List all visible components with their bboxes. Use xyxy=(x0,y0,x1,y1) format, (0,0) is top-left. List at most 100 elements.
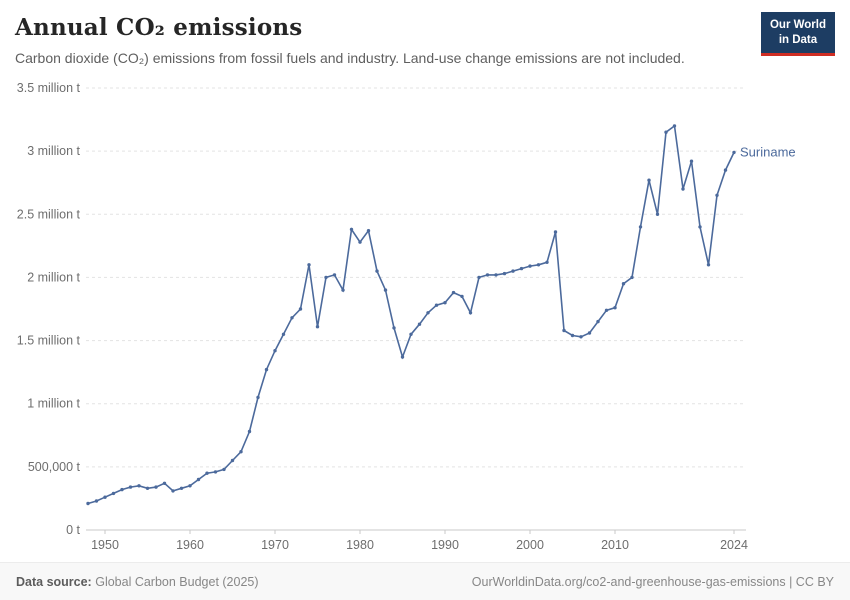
data-point xyxy=(213,470,218,474)
y-axis-tick-label: 3 million t xyxy=(27,144,80,158)
data-point xyxy=(358,240,362,244)
data-point xyxy=(553,230,558,234)
data-point xyxy=(162,481,167,485)
data-point xyxy=(205,471,209,475)
data-point xyxy=(154,485,158,489)
y-axis-tick-label: 1.5 million t xyxy=(17,334,81,348)
y-axis-tick-label: 2 million t xyxy=(27,270,80,284)
data-point xyxy=(664,130,668,134)
data-point xyxy=(188,484,192,488)
x-axis-tick-label: 2010 xyxy=(601,538,629,552)
data-point xyxy=(366,229,371,233)
series-end-label: Suriname xyxy=(740,144,796,159)
data-point xyxy=(519,266,524,271)
data-point xyxy=(298,307,303,311)
data-point xyxy=(94,499,99,503)
chart-header: Annual CO₂ emissions Carbon dioxide (CO₂… xyxy=(0,0,850,66)
chart-canvas: 0 t 500,000 t 1 million t 1.5 million t 2 mi… xyxy=(17,81,796,552)
data-point xyxy=(672,124,677,128)
data-point xyxy=(698,225,702,229)
data-source-value: Global Carbon Budget (2025) xyxy=(95,574,259,589)
data-point xyxy=(468,311,473,315)
data-point xyxy=(536,263,541,267)
data-point xyxy=(511,269,515,273)
data-point xyxy=(681,187,685,191)
data-point xyxy=(281,332,286,336)
data-point xyxy=(383,288,388,292)
data-source: Data source: Global Carbon Budget (2025) xyxy=(16,575,259,589)
data-point xyxy=(587,331,592,335)
line-chart: 0 t 500,000 t 1 million t 1.5 million t 2 mi… xyxy=(0,80,850,567)
y-axis-tick-label: 0 t xyxy=(66,523,80,537)
chart-footer: Data source: Global Carbon Budget (2025)… xyxy=(0,562,850,600)
data-point xyxy=(307,263,311,267)
data-point xyxy=(222,467,226,472)
data-point xyxy=(128,485,133,489)
y-axis-tick-label: 1 million t xyxy=(27,397,80,411)
x-axis-tick-label: 1970 xyxy=(261,538,289,552)
x-axis-tick-label: 1980 xyxy=(346,538,374,552)
data-point xyxy=(315,325,320,329)
data-point xyxy=(732,150,736,155)
data-point xyxy=(341,288,345,292)
data-point xyxy=(247,429,252,434)
data-point xyxy=(655,212,660,216)
data-point xyxy=(613,306,617,310)
data-point xyxy=(137,484,141,488)
data-point xyxy=(451,290,456,295)
data-point xyxy=(409,332,413,336)
x-axis-tick-label: 1950 xyxy=(91,538,119,552)
emissions-line xyxy=(87,124,735,505)
data-point xyxy=(349,227,354,232)
data-point xyxy=(400,355,405,359)
data-point xyxy=(723,168,728,172)
data-point xyxy=(196,477,201,482)
data-point xyxy=(171,489,175,493)
owid-logo-line2: in Data xyxy=(778,33,818,46)
data-point xyxy=(477,275,481,280)
data-point xyxy=(630,275,634,280)
x-axis-tick-label: 2000 xyxy=(516,538,544,552)
data-point xyxy=(86,501,90,506)
data-point xyxy=(579,335,583,339)
data-point xyxy=(638,225,643,229)
data-point xyxy=(570,333,575,338)
data-point xyxy=(256,395,260,400)
data-point xyxy=(417,322,422,326)
data-source-label: Data source: xyxy=(16,574,92,589)
data-point xyxy=(375,269,379,273)
data-point xyxy=(502,271,507,276)
data-point xyxy=(426,311,430,315)
y-axis-tick-label: 500,000 t xyxy=(28,460,81,474)
y-axis-tick-label: 3.5 million t xyxy=(17,81,81,95)
data-point xyxy=(324,275,328,280)
x-axis-tick-label: 2024 xyxy=(720,538,748,552)
data-point xyxy=(485,273,490,277)
data-point xyxy=(120,487,124,492)
data-point xyxy=(434,303,439,307)
data-point xyxy=(545,260,549,264)
data-point xyxy=(392,326,396,330)
x-axis-tick-label: 1960 xyxy=(176,538,204,552)
data-point xyxy=(715,193,719,197)
data-point xyxy=(230,458,235,463)
data-point xyxy=(443,301,447,305)
chart-subtitle: Carbon dioxide (CO₂) emissions from foss… xyxy=(15,50,685,66)
x-axis-tick-label: 1990 xyxy=(431,538,459,552)
data-point xyxy=(111,491,116,496)
chart-title: Annual CO₂ emissions xyxy=(15,14,303,41)
data-point xyxy=(528,264,532,268)
owid-logo: Our World in Data xyxy=(760,12,835,56)
data-point xyxy=(596,319,600,324)
data-point xyxy=(239,450,243,454)
owid-logo-line1: Our World xyxy=(769,19,826,31)
data-point xyxy=(460,294,464,299)
data-point xyxy=(145,486,150,490)
data-point xyxy=(332,273,337,277)
credit-link[interactable]: OurWorldinData.org/co2-and-greenhouse-ga… xyxy=(471,574,834,589)
data-point xyxy=(264,367,269,372)
data-point xyxy=(494,273,498,277)
data-point xyxy=(621,282,626,286)
data-point xyxy=(273,349,277,353)
data-point xyxy=(689,159,694,163)
